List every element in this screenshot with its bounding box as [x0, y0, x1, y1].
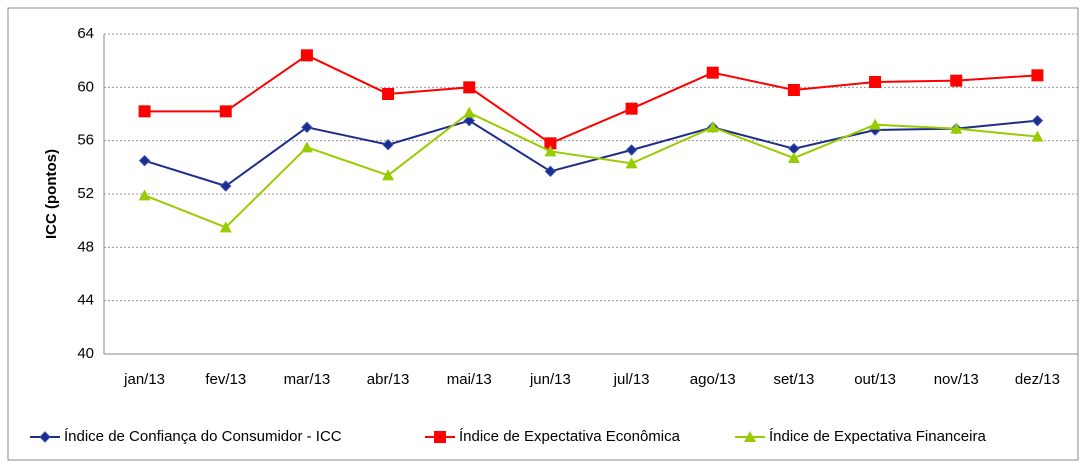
- legend-label: Índice de Expectativa Econômica: [459, 428, 681, 445]
- marker: [434, 431, 446, 443]
- x-tick-label: abr/13: [367, 371, 410, 388]
- marker: [706, 121, 719, 133]
- marker: [382, 88, 395, 100]
- marker: [950, 122, 963, 134]
- marker: [625, 157, 638, 169]
- marker: [706, 66, 719, 79]
- marker: [787, 152, 800, 163]
- marker: [219, 221, 232, 233]
- marker: [463, 114, 475, 127]
- marker: [382, 169, 395, 181]
- y-tick-label: 56: [77, 132, 94, 149]
- y-tick-label: 44: [77, 292, 94, 309]
- marker: [869, 76, 882, 88]
- marker: [300, 49, 313, 62]
- marker: [301, 121, 313, 134]
- marker: [544, 145, 557, 157]
- marker: [787, 84, 800, 96]
- chart-border: [7, 7, 1079, 461]
- x-tick-label: out/13: [854, 371, 896, 388]
- y-tick-label: 64: [77, 25, 94, 42]
- marker: [219, 105, 232, 118]
- marker: [463, 106, 476, 118]
- series-line: [144, 119, 1038, 188]
- marker: [300, 141, 313, 153]
- marker: [1031, 69, 1044, 82]
- x-tick-label: jul/13: [613, 371, 650, 388]
- marker: [138, 105, 151, 118]
- x-tick-label: jan/13: [123, 371, 165, 388]
- marker: [625, 144, 638, 156]
- marker: [744, 431, 756, 442]
- x-tick-label: jun/13: [529, 371, 571, 388]
- x-tick-label: mai/13: [447, 371, 492, 388]
- x-tick-label: nov/13: [934, 371, 979, 388]
- y-tick-label: 40: [77, 345, 94, 362]
- y-tick-label: 48: [77, 238, 94, 255]
- marker: [1031, 114, 1044, 127]
- y-tick-label: 52: [77, 185, 94, 202]
- x-tick-label: mar/13: [284, 371, 331, 388]
- marker: [220, 180, 232, 192]
- marker: [544, 137, 557, 150]
- marker: [1031, 130, 1044, 142]
- x-tick-label: dez/13: [1015, 371, 1060, 388]
- y-axis-label: ICC (pontos): [43, 149, 60, 239]
- series-line: [144, 111, 1038, 229]
- x-tick-label: fev/13: [205, 371, 246, 388]
- x-tick-label: set/13: [773, 371, 814, 388]
- marker: [869, 118, 882, 130]
- marker: [544, 165, 557, 178]
- marker: [382, 138, 394, 151]
- marker: [625, 102, 638, 115]
- marker: [463, 81, 476, 94]
- legend-label: Índice de Confiança do Consumidor - ICC: [64, 428, 342, 445]
- marker: [138, 154, 151, 167]
- marker: [950, 74, 963, 87]
- y-tick-label: 60: [77, 78, 94, 95]
- x-tick-label: ago/13: [690, 371, 736, 388]
- legend-label: Índice de Expectativa Financeira: [769, 428, 986, 445]
- marker: [39, 431, 51, 443]
- marker: [138, 189, 151, 201]
- series-line: [144, 54, 1038, 145]
